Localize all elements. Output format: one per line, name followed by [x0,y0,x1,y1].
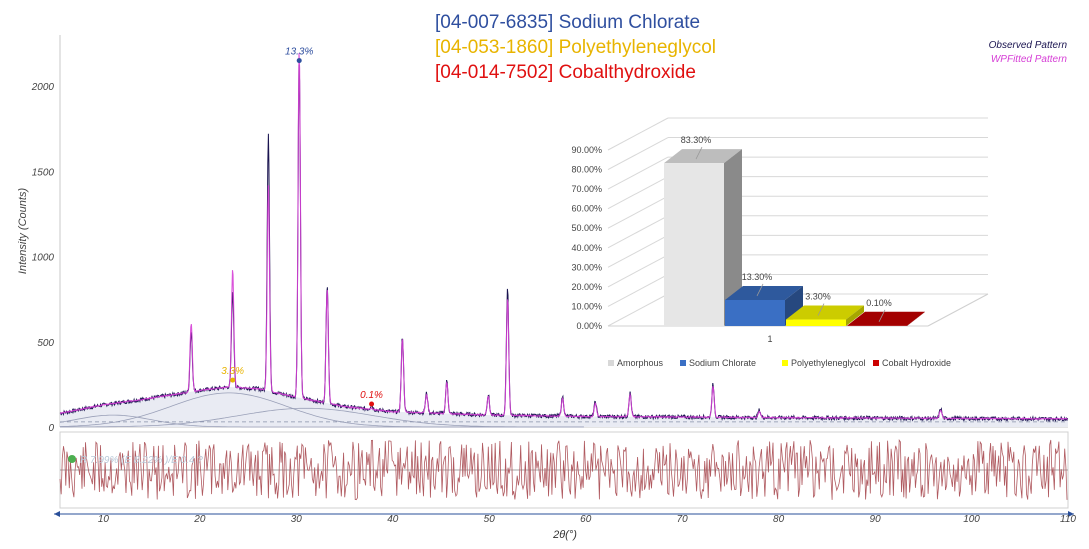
inset-bar [725,300,785,326]
inset-gridline-side [608,157,668,189]
x-axis-arrow-left-icon [54,511,60,517]
phase-label-cobalthydroxide: [04-014-7502] Cobalthydroxide [435,62,696,84]
inset-y-tick-label: 40.00% [571,243,602,253]
legend-observed-pattern: Observed Pattern [989,40,1067,51]
x-tick-label: 110 [1060,514,1076,525]
inset-data-label: 0.10% [866,298,892,308]
y-tick-label: 1000 [32,253,55,264]
inset-gridline-side [608,235,668,267]
inset-legend-swatch [873,360,879,366]
phase-name: Cobalthydroxide [559,62,696,83]
inset-gridline-side [608,196,668,228]
peak-marker [230,378,235,383]
phase-name: Sodium Chlorate [559,12,701,33]
stats-status-icon [68,455,76,463]
legend-fitted-pattern: WPFitted Pattern [991,54,1067,65]
inset-gridline-side [608,138,668,170]
inset-y-tick-label: 50.00% [571,223,602,233]
peak-marker [369,401,374,406]
x-tick-label: 100 [963,514,980,525]
x-tick-label: 40 [387,514,399,525]
peak-percentage-label: 0.1% [360,390,383,401]
inset-bar [786,320,846,326]
inset-gridline-side [608,177,668,209]
phase-code: [04-053-1860] [435,37,553,58]
inset-y-tick-label: 80.00% [571,165,602,175]
inset-data-label: 13.30% [742,272,773,282]
inset-y-tick-label: 70.00% [571,184,602,194]
inset-legend-label: Polyethyleneglycol [791,358,866,368]
phase-code: [04-007-6835] [435,12,553,33]
inset-gridline-side [608,216,668,248]
inset-y-tick-label: 0.00% [576,321,602,331]
inset-floor-side [928,294,988,326]
fit-statistics-label: R 7.99% (E 8.22% )/E 0.4 ? [80,455,203,466]
inset-legend-swatch [782,360,788,366]
y-tick-label: 0 [48,423,54,434]
inset-y-tick-label: 90.00% [571,145,602,155]
x-tick-label: 60 [580,514,592,525]
inset-gridline-side [608,118,668,150]
y-tick-label: 1500 [32,167,55,178]
x-tick-label: 30 [291,514,303,525]
inset-gridline-side [608,274,668,306]
inset-category-label: 1 [767,334,772,344]
x-tick-label: 90 [870,514,882,525]
inset-y-tick-label: 20.00% [571,282,602,292]
x-tick-label: 20 [193,514,206,525]
inset-y-tick-label: 30.00% [571,262,602,272]
inset-legend-label: Amorphous [617,358,664,368]
phase-label-polyethyleneglycol: [04-053-1860] Polyethyleneglycol [435,37,716,59]
y-tick-label: 2000 [31,82,55,93]
x-axis-title: 2θ(°) [552,529,577,541]
inset-legend-label: Cobalt Hydroxide [882,358,951,368]
inset-data-label: 83.30% [681,135,712,145]
inset-y-tick-label: 60.00% [571,204,602,214]
x-tick-label: 70 [677,514,689,525]
inset-bar [664,163,724,326]
phase-name: Polyethyleneglycol [559,37,716,58]
phase-code: [04-014-7502] [435,62,553,83]
inset-legend-swatch [680,360,686,366]
x-tick-label: 10 [98,514,110,525]
phase-label-sodium-chlorate: [04-007-6835] Sodium Chlorate [435,12,700,34]
phase-fraction-bar-chart: 0.00% 10.00% 20.00% 30.00% 40.00% 50.00% 60.00… [571,118,988,368]
peak-percentage-label: 3.3% [221,366,244,377]
inset-data-label: 3.30% [805,292,831,302]
peak-percentage-label: 13.3% [285,47,313,58]
inset-gridline-side [608,255,668,287]
peak-marker [297,58,302,63]
inset-y-tick-label: 10.00% [571,301,602,311]
x-tick-label: 80 [773,514,785,525]
difference-plot: R 7.99% (E 8.22% )/E 0.4 ? 10 20 30 40 50 60 70… [54,432,1076,541]
x-tick-label: 50 [484,514,496,525]
inset-gridline-side [608,294,668,326]
y-tick-label: 500 [37,338,54,349]
inset-legend-swatch [608,360,614,366]
inset-legend-label: Sodium Chlorate [689,358,756,368]
y-axis-title: Intensity (Counts) [17,188,29,275]
